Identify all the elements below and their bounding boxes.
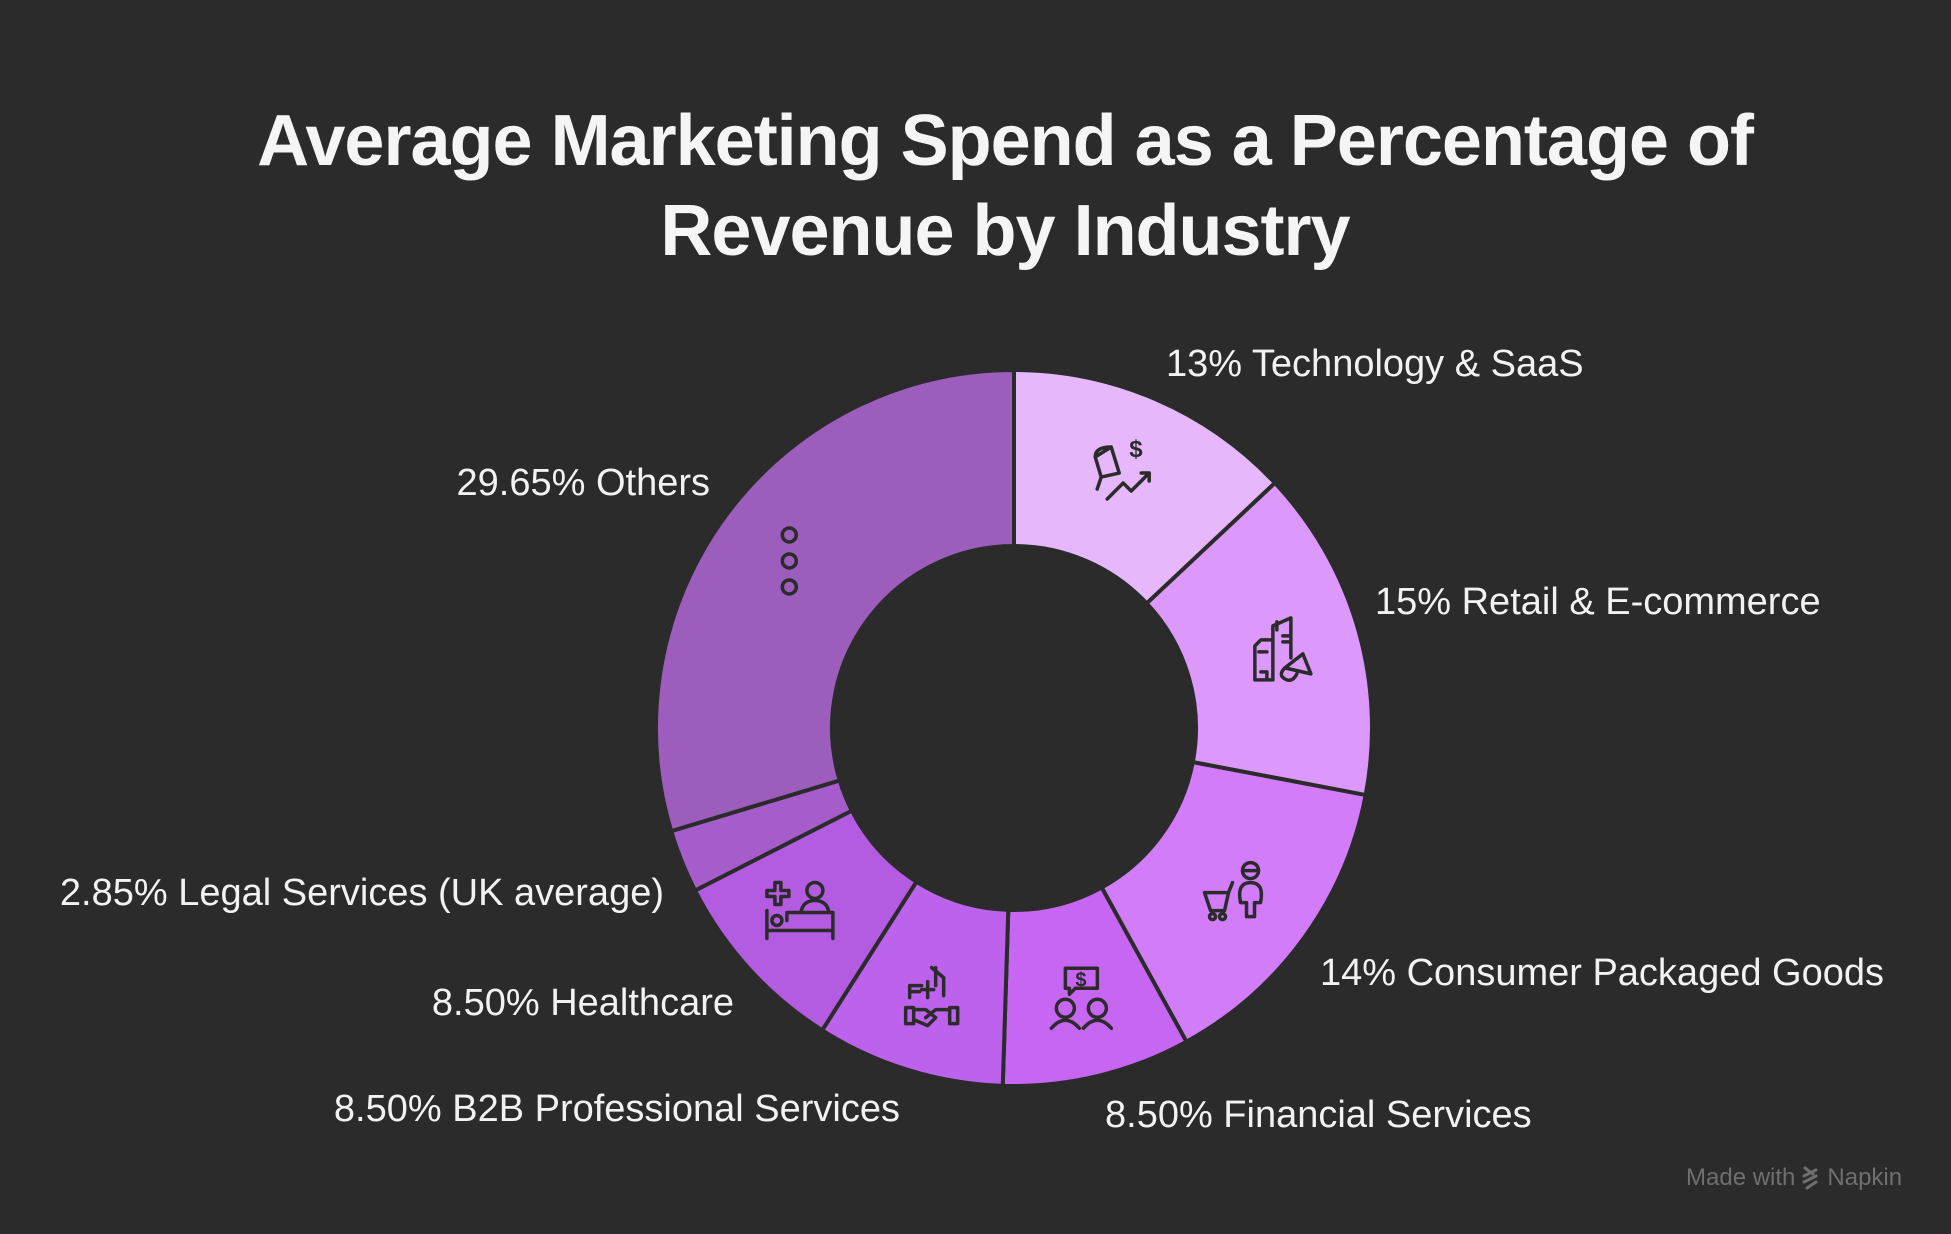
credit-prefix: Made with: [1686, 1164, 1796, 1191]
slice-label-others: 29.65% Others: [457, 462, 710, 504]
napkin-logo-icon: [1802, 1166, 1818, 1190]
slice-label-technology-saas: 13% Technology & SaaS: [1166, 343, 1584, 385]
slice-label-healthcare: 8.50% Healthcare: [432, 982, 734, 1024]
handshake-buildings-icon: [903, 965, 960, 1028]
slice-others[interactable]: [654, 367, 1016, 834]
hospital-bed-icon: [765, 880, 835, 941]
slice-technology-saas[interactable]: [1012, 367, 1278, 607]
shopper-cart-icon: [1202, 860, 1264, 922]
slice-label-legal-services-uk-average: 2.85% Legal Services (UK average): [60, 872, 664, 914]
slice-label-retail-e-commerce: 15% Retail & E-commerce: [1375, 581, 1821, 623]
slice-label-financial-services: 8.50% Financial Services: [1105, 1094, 1532, 1136]
store-buildings-megaphone-icon: [1253, 616, 1313, 683]
slice-consumer-packaged-goods[interactable]: [1098, 759, 1369, 1045]
megaphone-dollar-growth-icon: $: [1093, 436, 1151, 501]
chart-title: Average Marketing Spend as a Percentage …: [0, 96, 1951, 276]
slice-label-b2b-professional-services: 8.50% B2B Professional Services: [334, 1088, 900, 1130]
slice-label-consumer-packaged-goods: 14% Consumer Packaged Goods: [1320, 952, 1884, 994]
svg-text:$: $: [1075, 969, 1086, 991]
credit-brand: Napkin: [1827, 1164, 1903, 1191]
people-dollar-chat-icon: $: [1049, 966, 1114, 1031]
more-dots-icon: [780, 526, 799, 596]
chart-title-line-2: Revenue by Industry: [660, 191, 1350, 271]
svg-text:$: $: [1129, 436, 1143, 463]
made-with-credit[interactable]: Made with Napkin: [1686, 1164, 1902, 1192]
chart-title-line-1: Average Marketing Spend as a Percentage …: [257, 101, 1754, 181]
